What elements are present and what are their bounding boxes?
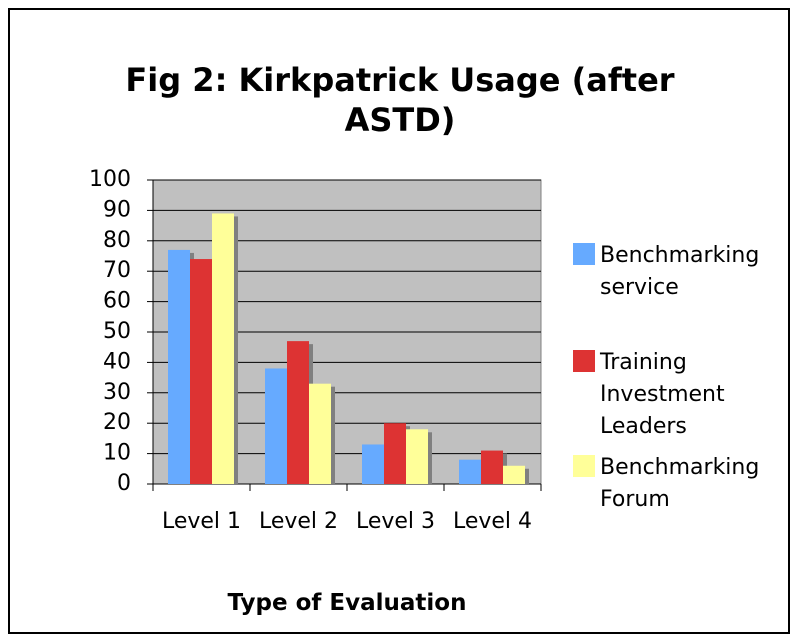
y-tick-label: 60 [103,289,131,314]
bar [212,213,234,484]
y-tick-label: 20 [103,410,131,435]
bar [309,383,331,484]
frame [8,8,790,634]
bar [503,465,525,484]
y-tick-label: 70 [103,258,131,283]
bar [362,444,384,484]
legend-label: Benchmarking Forum [600,455,760,512]
bar [406,429,428,484]
bar [190,259,212,484]
y-tick-label: 10 [103,441,131,466]
bar [384,423,406,484]
x-tick-label: Level 3 [355,509,436,534]
y-tick-label: 30 [103,380,131,405]
y-tick-label: 90 [103,197,131,222]
bar [459,459,481,484]
bar [168,249,190,484]
x-tick-label: Level 2 [258,509,339,534]
legend-swatch [573,455,595,477]
x-tick-label: Level 1 [161,509,242,534]
bar [481,450,503,484]
y-tick-label: 80 [103,228,131,253]
bar [265,368,287,484]
legend-swatch [573,350,595,372]
chart-title: Fig 2: Kirkpatrick Usage (after ASTD) [125,61,675,139]
y-tick-label: 100 [89,167,131,192]
legend-label: Training Investment Leaders [600,350,725,439]
legend-label: Benchmarking service [600,243,760,300]
bar [287,341,309,484]
x-tick-label: Level 4 [452,509,533,534]
x-axis-title: Type of Evaluation [227,590,467,616]
y-tick-label: 40 [103,349,131,374]
legend-swatch [573,243,595,265]
y-tick-label: 50 [103,319,131,344]
y-tick-label: 0 [117,471,131,496]
